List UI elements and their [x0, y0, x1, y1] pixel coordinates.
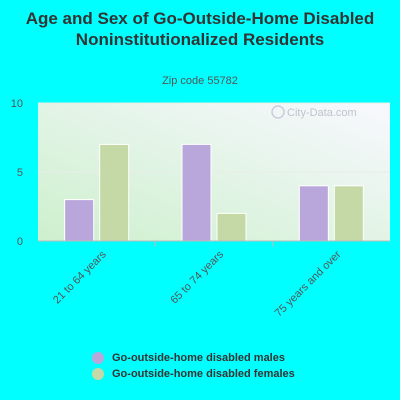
y-tick-label: 10 [11, 98, 23, 110]
legend-item-females: Go-outside-home disabled females [92, 366, 295, 382]
x-tick-label: 65 to 74 years [168, 248, 226, 306]
legend-label-females: Go-outside-home disabled females [112, 368, 295, 380]
legend-label-males: Go-outside-home disabled males [112, 352, 285, 364]
watermark-text: City-Data.com [287, 107, 357, 119]
bar-females [99, 143, 130, 242]
y-tick-label: 5 [17, 167, 23, 179]
legend-swatch-females [92, 368, 104, 380]
chart-subtitle: Zip code 55782 [162, 75, 238, 87]
y-tick-label: 0 [17, 236, 23, 248]
bar-males [64, 199, 95, 242]
bar-males [298, 185, 329, 242]
legend-item-males: Go-outside-home disabled males [92, 350, 295, 366]
x-tick-label: 75 years and over [273, 248, 344, 319]
watermark: City-Data.com [271, 105, 357, 119]
chart-title: Age and Sex of Go-Outside-Home Disabled … [25, 9, 375, 49]
legend-swatch-males [92, 352, 104, 364]
bar-females [216, 212, 247, 242]
bar-males [181, 143, 212, 242]
legend: Go-outside-home disabled males Go-outsid… [92, 350, 295, 382]
x-tick-label: 21 to 64 years [51, 248, 109, 306]
bar-females [333, 185, 364, 242]
